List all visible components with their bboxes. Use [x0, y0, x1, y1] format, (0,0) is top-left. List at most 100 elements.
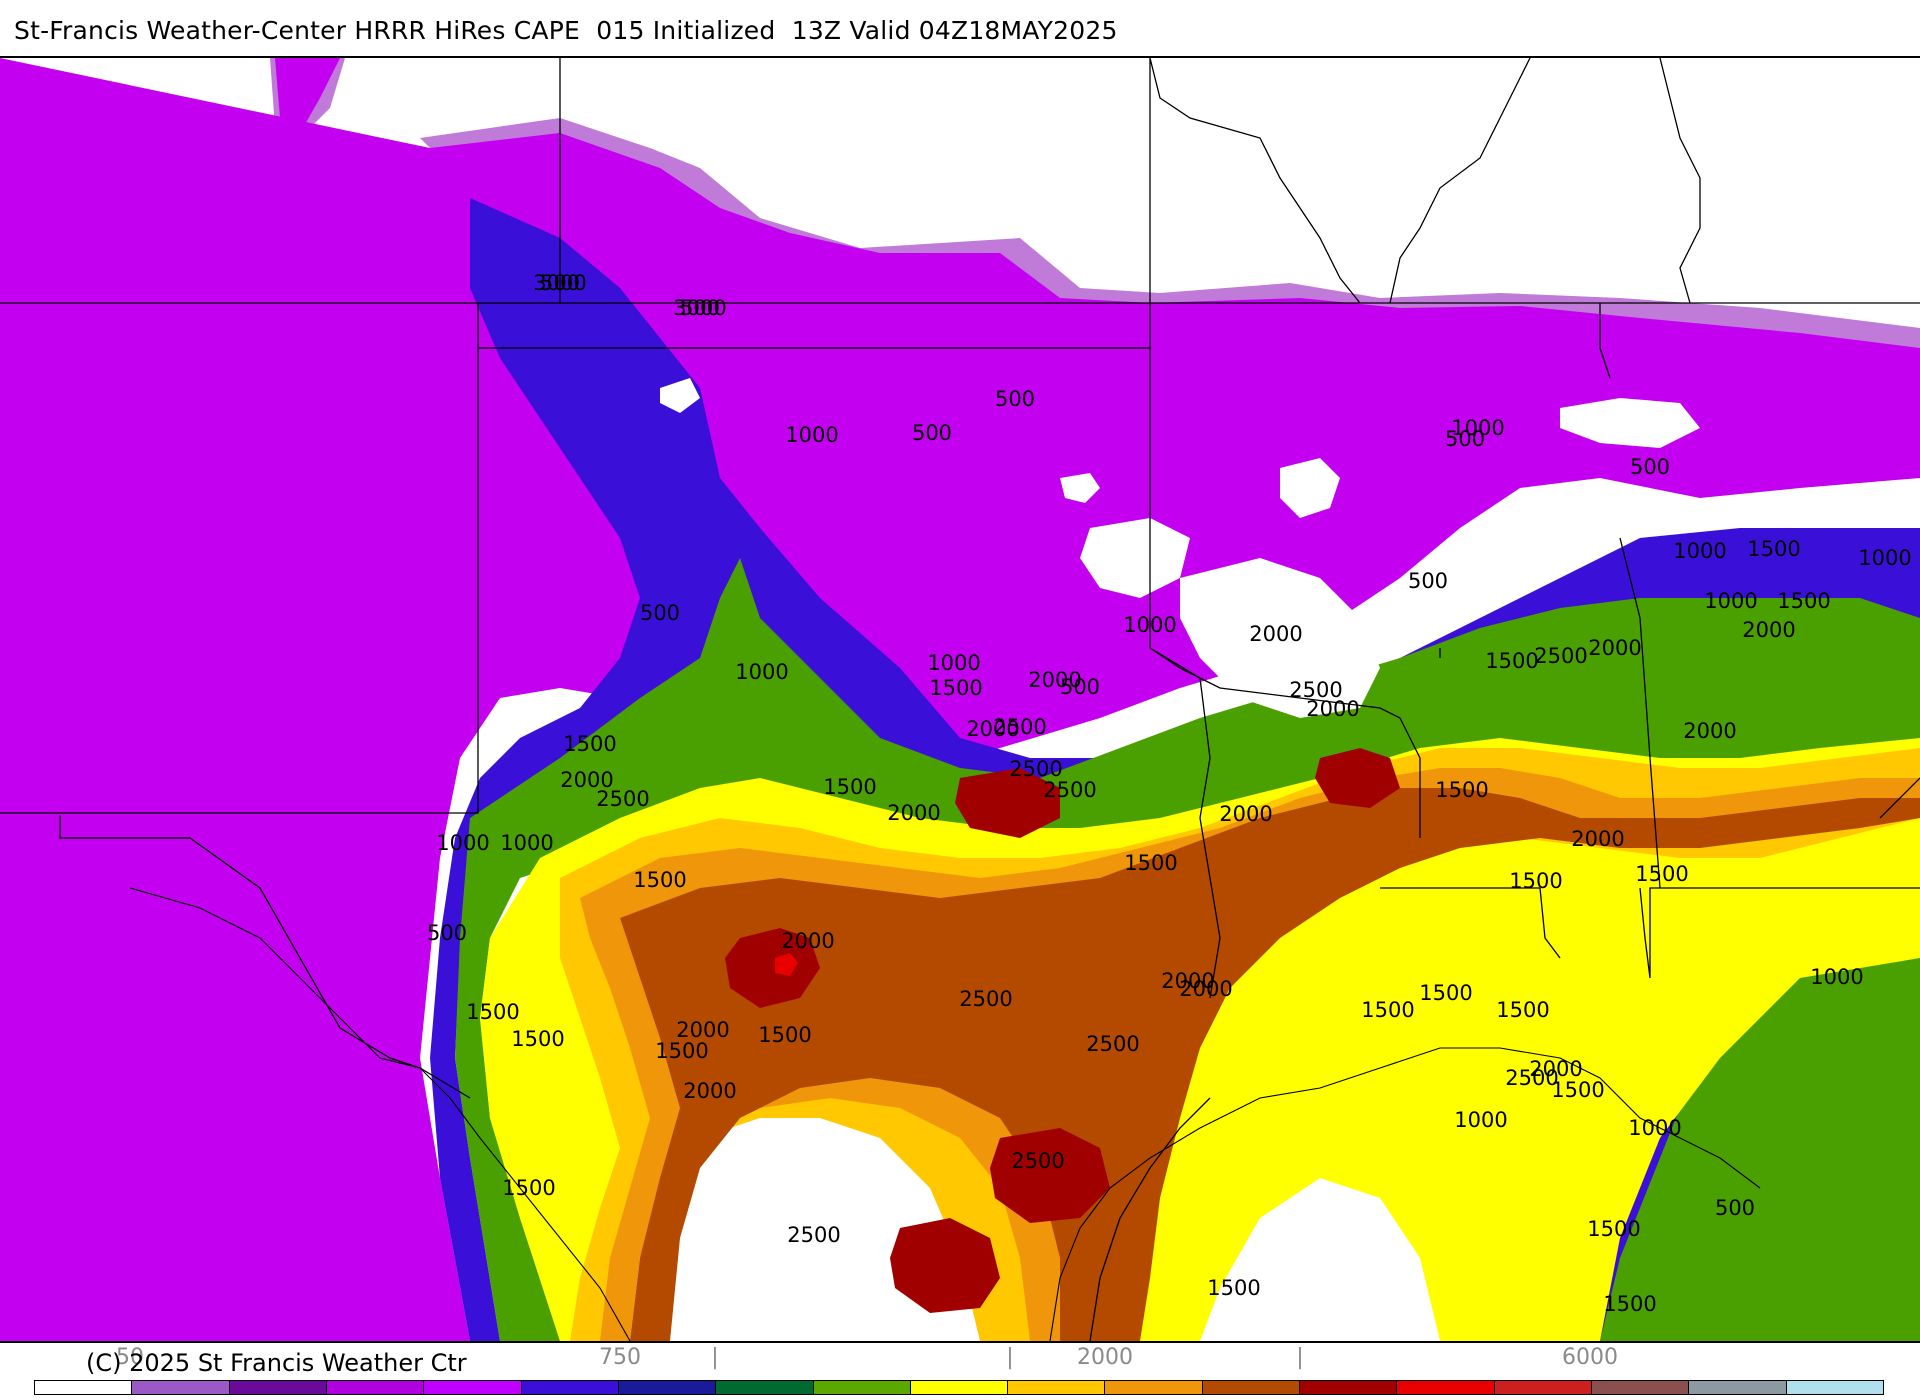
contour-label: 1500 — [633, 868, 686, 892]
colorbar-swatch — [1105, 1381, 1203, 1394]
contour-label: 1000 — [927, 651, 980, 675]
contour-label: 1500 — [1435, 778, 1488, 802]
contour-label: 2000 — [1161, 969, 1214, 993]
contour-label: 1500 — [1496, 998, 1549, 1022]
contour-label: 1500 — [466, 1000, 519, 1024]
contour-label: 1000 — [1123, 613, 1176, 637]
contour-label: 2000 — [781, 929, 834, 953]
state-boundaries — [0, 58, 1920, 1341]
contour-label: 1500 — [1777, 589, 1830, 613]
colorbar-swatch — [716, 1381, 814, 1394]
contour-label: 2000 — [1742, 618, 1795, 642]
contour-label: 1000 — [500, 831, 553, 855]
contour-label: 1500 — [1485, 649, 1538, 673]
contour-label: 2500 — [1011, 1149, 1064, 1173]
colorbar-swatch — [35, 1381, 133, 1394]
contour-label: 2500 — [787, 1223, 840, 1247]
colorbar-swatch — [910, 1381, 1009, 1394]
contour-label: 2500 — [1505, 1066, 1558, 1090]
colorbar-tick-label: 2000 — [1077, 1345, 1133, 1370]
colorbar-tick-labels: 50 750 | | 2000 | 6000 — [0, 1343, 1920, 1379]
contour-label: 1500 — [655, 1039, 708, 1063]
contour-label: 1500 — [1635, 862, 1688, 886]
contour-label: 3000 — [533, 271, 586, 295]
contour-label: 500 — [912, 421, 952, 445]
contour-label: 2500 — [1009, 757, 1062, 781]
contour-label: 500 — [1060, 675, 1100, 699]
contour-label: 1000 — [1810, 965, 1863, 989]
contour-label: 1500 — [758, 1023, 811, 1047]
map-title: St-Francis Weather-Center HRRR HiRes CAP… — [14, 16, 1118, 45]
colorbar-swatch — [1202, 1381, 1301, 1394]
contour-label: 2000 — [1306, 697, 1359, 721]
contour-label: 2000 — [1249, 622, 1302, 646]
contour-label: 2000 — [1179, 977, 1232, 1001]
cape-shaded-fields — [0, 58, 1920, 1341]
contour-label: 2000 — [676, 1018, 729, 1042]
contour-label: 500 — [1715, 1196, 1755, 1220]
cape-band-rust — [620, 788, 1920, 1341]
contour-label: 1000 — [1673, 539, 1726, 563]
contour-label: 2000 — [1588, 636, 1641, 660]
contour-label: 1500 — [1361, 998, 1414, 1022]
colorbar-swatch — [618, 1381, 717, 1394]
contour-label: 1500 — [929, 676, 982, 700]
colorbar-tick-label: 50 — [116, 1345, 144, 1370]
colorbar-tick-label: 750 — [599, 1345, 641, 1370]
cape-band-magenta — [0, 58, 1920, 1341]
contour-label: 500 — [427, 921, 467, 945]
cape-contour-labels: 5005005005005005005005005005005001000100… — [427, 271, 1912, 1316]
contour-label: 2500 — [1043, 778, 1096, 802]
contour-label: 2000 — [1529, 1057, 1582, 1081]
contour-label: 2500 — [1289, 678, 1342, 702]
mexico-border — [129, 887, 631, 1341]
colorbar-swatch — [1592, 1381, 1690, 1394]
contour-label: 2000 — [966, 717, 1019, 741]
colorbar-swatch — [1689, 1381, 1787, 1394]
colorbar-swatch — [229, 1381, 327, 1394]
colorbar-swatch — [1786, 1381, 1883, 1394]
contour-label: 500 — [995, 387, 1035, 411]
contour-label: 2000 — [1571, 827, 1624, 851]
contour-label: 2000 — [1683, 719, 1736, 743]
colorbar-tick-label: 6000 — [1562, 1345, 1618, 1370]
contour-label: 500 — [1408, 569, 1448, 593]
colorbar-swatch — [813, 1381, 911, 1394]
colorbar-swatch — [1008, 1381, 1106, 1394]
contour-label: 1500 — [1419, 981, 1472, 1005]
contour-label: 2000 — [560, 768, 613, 792]
colorbar-tick-label: | — [711, 1345, 719, 1370]
contour-label: 2000 — [887, 801, 940, 825]
coastline — [1049, 1047, 1761, 1341]
contour-label: 1500 — [563, 732, 616, 756]
cape-map-canvas: 5005005005005005005005005005005001000100… — [0, 58, 1920, 1341]
contour-label: 1500 — [1124, 851, 1177, 875]
contour-label: 1000 — [1628, 1116, 1681, 1140]
cape-band-darkred — [725, 748, 1400, 1313]
contour-label: 1000 — [1454, 1108, 1507, 1132]
contour-label: 3000 — [673, 296, 726, 320]
contour-label: 1500 — [511, 1027, 564, 1051]
contour-label: 2500 — [993, 715, 1046, 739]
cape-band-red — [775, 953, 798, 976]
contour-label: 500 — [1630, 455, 1670, 479]
colorbar-swatch — [424, 1381, 522, 1394]
contour-label: 1000 — [1704, 589, 1757, 613]
contour-label: 2000 — [1219, 802, 1272, 826]
colorbar-tick-label: | — [1296, 1345, 1304, 1370]
contour-label: 1500 — [1551, 1078, 1604, 1102]
contour-label: 2500 — [959, 987, 1012, 1011]
contour-label: 1000 — [1858, 546, 1911, 570]
colorbar-swatch — [1397, 1381, 1495, 1394]
contour-label: 500 — [680, 296, 720, 320]
contour-label: 1000 — [735, 660, 788, 684]
contour-label: 1500 — [823, 775, 876, 799]
contour-label: 2000 — [1028, 668, 1081, 692]
colorbar-swatch — [326, 1381, 425, 1394]
contour-label: 1000 — [785, 423, 838, 447]
contour-label: 2500 — [1534, 644, 1587, 668]
contour-label: 2500 — [1086, 1032, 1139, 1056]
colorbar-swatch — [1300, 1381, 1398, 1394]
contour-label: 500 — [1445, 427, 1485, 451]
contour-label: 1500 — [1509, 869, 1562, 893]
